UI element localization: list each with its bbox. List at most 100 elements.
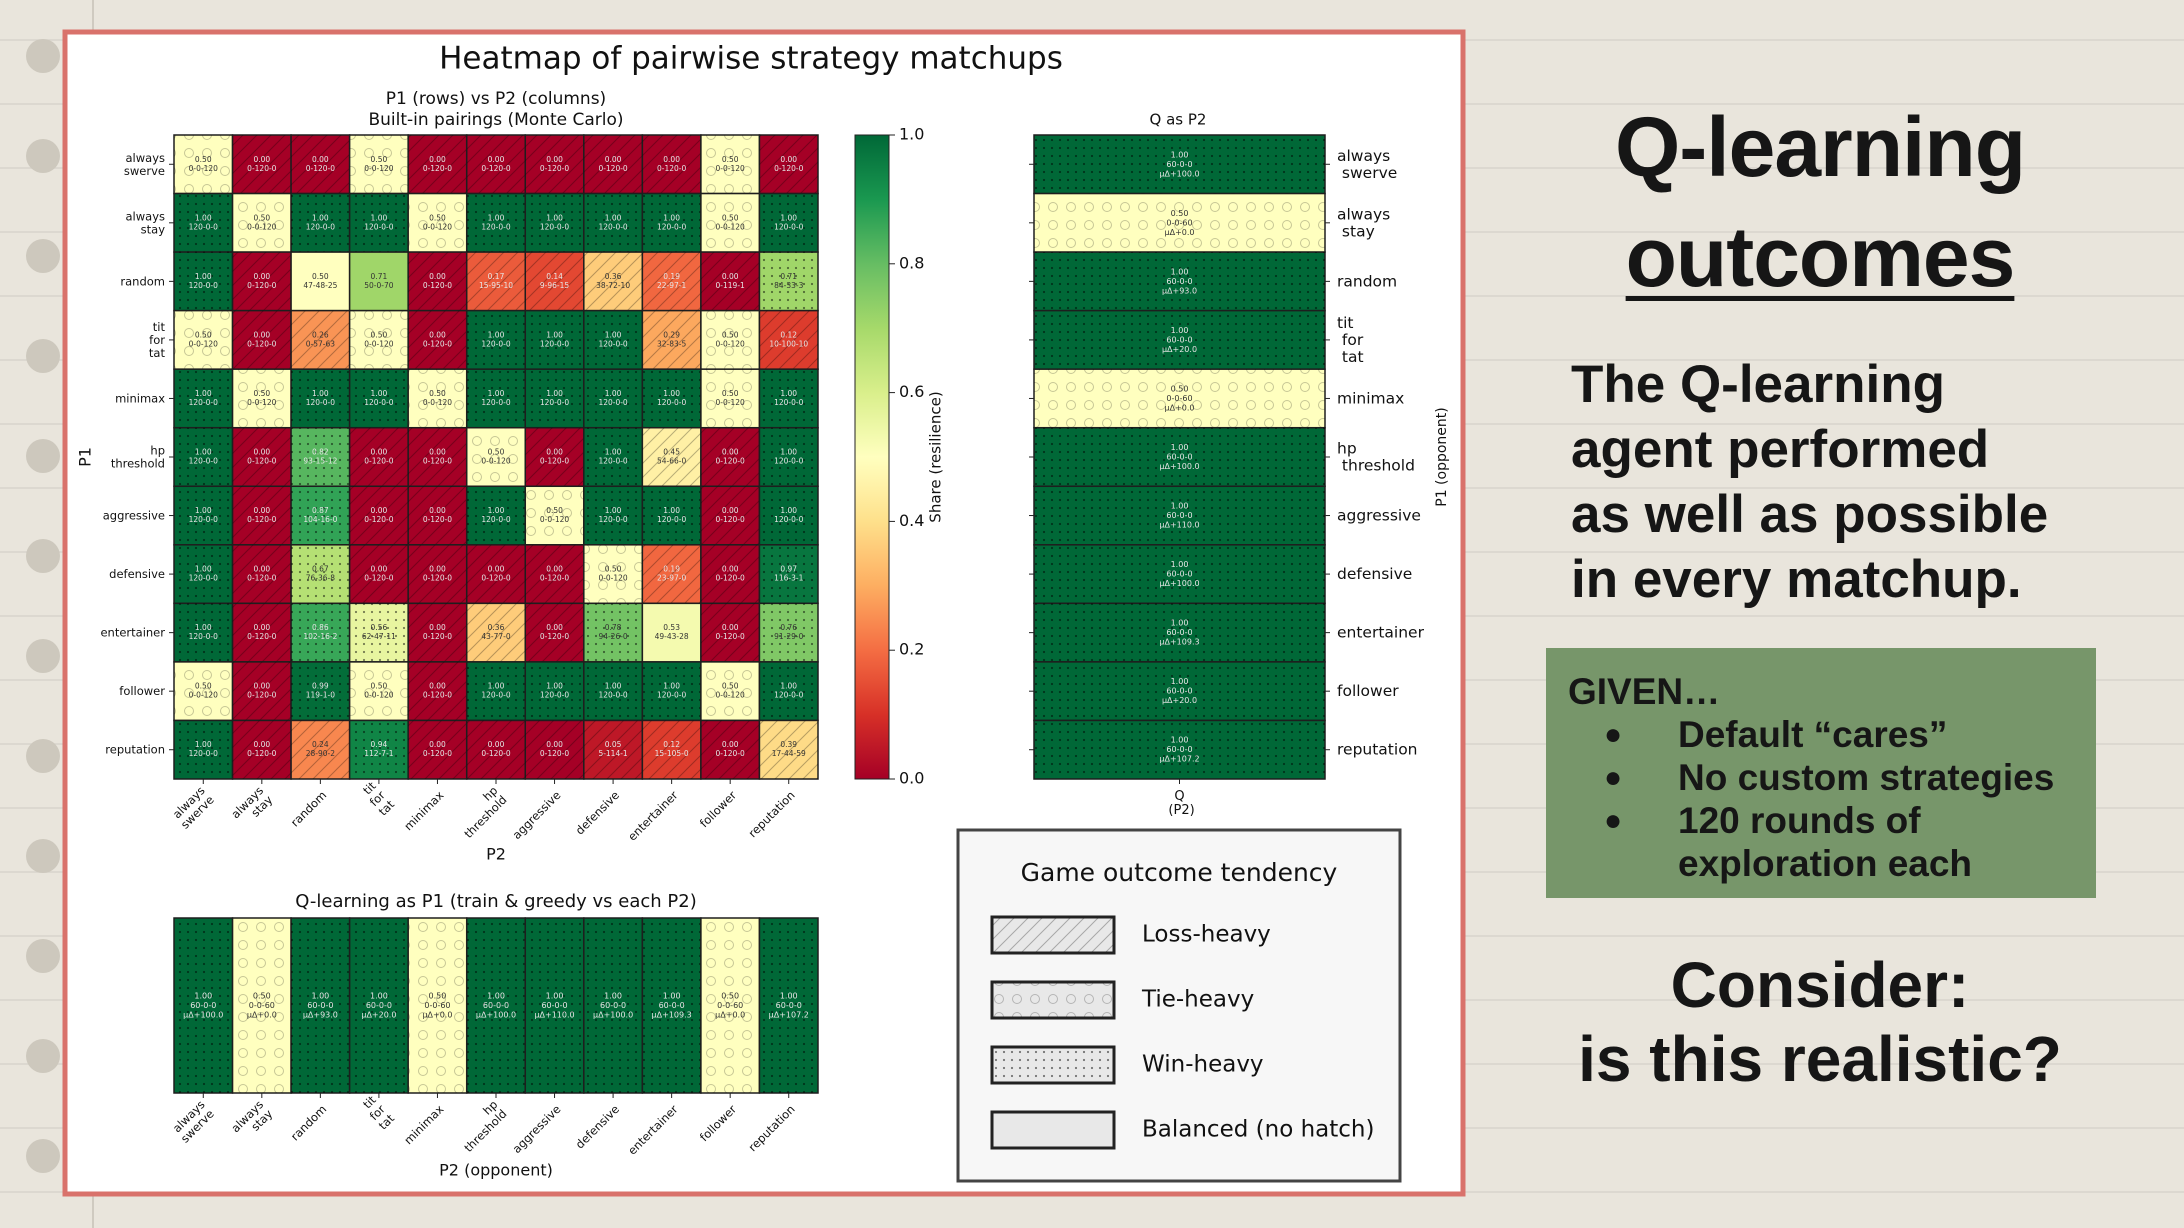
cell-label: 60-0-0 [1166,453,1192,462]
cell-label: 0.50 [312,272,329,281]
cell-label: 0.50 [429,213,446,222]
cell-label: 0-0-120 [423,222,452,231]
cell-hatch [583,310,643,370]
cell-hatch [466,369,526,428]
cell-hatch [174,661,233,721]
cell-label: 1.00 [663,992,681,1001]
punch-hole [26,339,60,373]
y-tick-label: minimax [1337,389,1404,407]
cell-label: μΔ+110.0 [1159,521,1199,530]
cell-label: 0-0-120 [364,164,393,173]
cell-label: 0.00 [429,448,446,457]
cell-label: 60-0-0 [1166,160,1192,169]
cell-label: 0.50 [371,155,388,164]
cell-label: 76-36-8 [306,574,335,583]
body-line: as well as possible [1571,485,2049,544]
cell-hatch [642,252,701,311]
cell-hatch [700,720,760,779]
colorbar-tick-label: 1.0 [899,125,924,144]
cell-hatch [759,252,818,311]
cell-hatch [525,193,584,253]
cell-hatch [232,486,292,545]
legend-hatch [993,918,1113,952]
cell-hatch [759,544,818,604]
cell-label: μΔ+20.0 [1162,345,1197,354]
cell-label: 1.00 [1171,619,1189,628]
cell-hatch [291,427,350,487]
cell-hatch [408,252,467,311]
cell-label: 0.50 [195,330,212,339]
y-tick-label: always swerve [1337,146,1397,181]
cell-hatch [466,603,526,662]
cell-label: 0-120-0 [247,691,276,700]
cell-label: 0-120-0 [774,164,803,173]
cell-hatch [291,544,350,604]
y-tick-label: reputation [105,742,165,756]
cell-label: 1.00 [663,213,680,222]
cell-label: 1.00 [371,213,388,222]
cell-hatch [525,135,584,194]
cell-hatch [759,369,818,428]
y-tick-label: tit for tat [1337,313,1364,365]
cell-hatch [291,661,350,721]
cell-hatch [232,918,292,1093]
y-axis-label: P1 [76,447,95,467]
legend-swatch [990,1110,1116,1150]
cell-label: 22-97-1 [657,281,686,290]
cell-hatch [583,427,643,487]
consider-line: Consider: [1670,949,1970,1021]
cell-label: 62-47-11 [362,632,396,641]
cell-label: 0-57-63 [306,339,335,348]
cell-label: 0-120-0 [423,749,452,758]
cell-label: 93-15-12 [303,457,337,466]
cell-label: 60-0-0 [1166,687,1192,696]
cell-label: 0.00 [429,565,446,574]
cell-label: 0.94 [371,740,388,749]
cell-label: 120-0-0 [598,222,627,231]
cell-hatch [525,544,584,604]
cell-label: 0-120-0 [657,164,686,173]
cell-label: 0.82 [312,448,329,457]
cell-label: μΔ+100.0 [1159,169,1199,178]
cell-label: 1.00 [605,213,622,222]
cell-label: 1.00 [1171,502,1189,511]
cell-label: 120-0-0 [306,398,335,407]
cell-label: 1.00 [488,682,505,691]
cell-label: 120-0-0 [774,515,803,524]
cell-hatch [1034,544,1325,604]
cell-label: 0.00 [546,565,563,574]
cell-label: μΔ+0.0 [422,1011,452,1020]
cell-label: 1.00 [194,992,212,1001]
cell-label: 120-0-0 [481,515,510,524]
cell-label: 120-0-0 [189,457,218,466]
cell-hatch [408,369,467,428]
cell-label: 0.19 [663,565,680,574]
y-tick-label: reputation [1337,740,1418,758]
cell-hatch [232,369,292,428]
cell-label: 0-120-0 [247,632,276,641]
cell-hatch [1034,252,1325,311]
cell-hatch [349,661,409,721]
punch-hole [26,139,60,173]
cell-label: 1.00 [546,213,563,222]
cell-hatch [174,193,233,253]
cell-label: 1.00 [195,272,212,281]
cell-label: 120-0-0 [598,339,627,348]
y-tick-label: entertainer [1337,623,1425,641]
chart-title: P1 (rows) vs P2 (columns) [386,89,606,109]
cell-hatch [291,135,350,194]
cell-label: 0.00 [429,740,446,749]
slide-title-line: Q-learning [1614,100,2026,194]
cell-hatch [700,544,760,604]
cell-hatch [408,661,467,721]
cell-label: 0.39 [780,740,797,749]
cell-label: 0.00 [371,565,388,574]
cell-label: 28-90-2 [306,749,335,758]
cell-label: 0-120-0 [423,457,452,466]
cell-hatch [349,486,409,545]
cell-label: 0.00 [546,448,563,457]
cell-hatch [642,369,701,428]
punch-hole [26,439,60,473]
consider-text: Consider: is this realistic? [1500,948,2140,1096]
legend-label: Win-heavy [1142,1052,1264,1078]
